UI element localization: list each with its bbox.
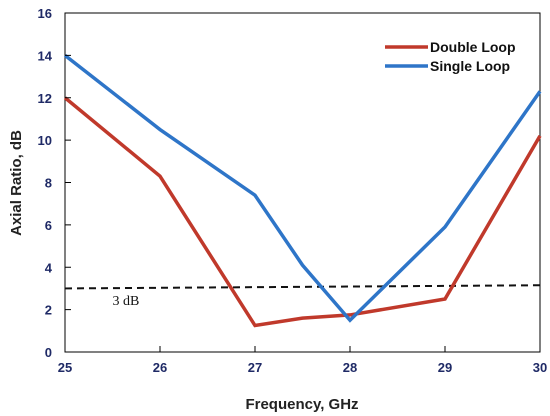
x-axis-title: Frequency, GHz [245, 396, 358, 413]
series-line-single-loop [63, 53, 542, 323]
plot-area [64, 12, 541, 353]
x-tick-label: 28 [343, 360, 357, 375]
y-tick-label: 14 [38, 48, 53, 63]
reference-line-label: 3 dB [113, 294, 140, 309]
y-tick-label: 12 [38, 91, 52, 106]
legend-label: Double Loop [430, 39, 516, 55]
series-group [63, 53, 542, 328]
y-tick-label: 10 [38, 133, 52, 148]
y-tick-label: 0 [45, 345, 52, 360]
plot-frame [64, 12, 541, 353]
legend: Double Loop Single Loop [385, 39, 516, 74]
y-axis-title: Axial Ratio, dB [8, 130, 25, 236]
axes-group: 25 26 27 28 29 30 0 2 4 6 8 10 12 14 16 [38, 6, 548, 375]
y-tick-label: 4 [45, 260, 53, 275]
y-tick-label: 6 [45, 218, 52, 233]
series-line-double-loop [63, 96, 542, 328]
x-tick-label: 30 [533, 360, 547, 375]
y-tick-label: 16 [38, 6, 52, 21]
y-tick-label: 8 [45, 176, 52, 191]
x-tick-label: 27 [248, 360, 262, 375]
y-tick-label: 2 [45, 303, 52, 318]
x-tick-label: 26 [153, 360, 167, 375]
reference-line-group: 3 dB [64, 284, 541, 309]
legend-label: Single Loop [430, 58, 510, 74]
x-tick-label: 25 [58, 360, 72, 375]
x-tick-label: 29 [438, 360, 452, 375]
